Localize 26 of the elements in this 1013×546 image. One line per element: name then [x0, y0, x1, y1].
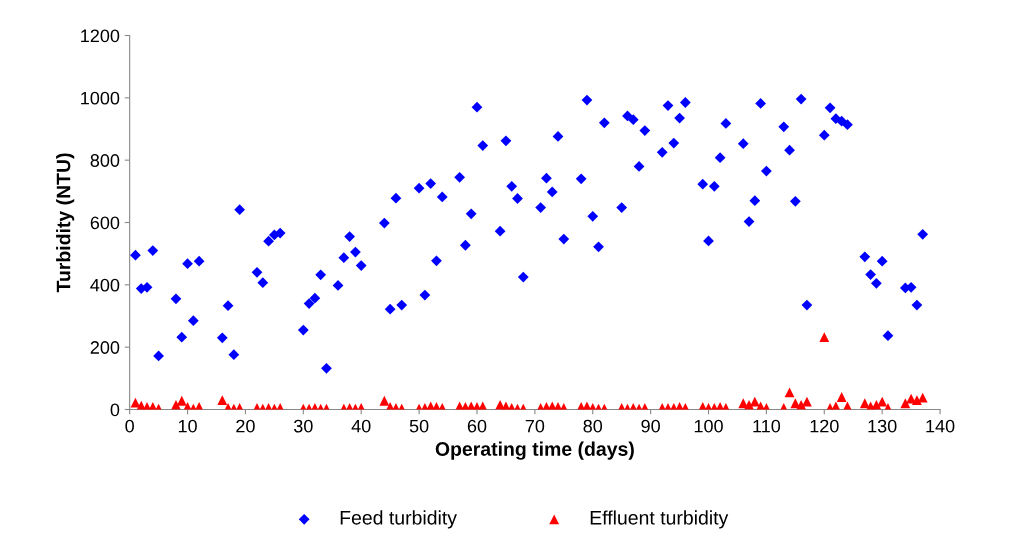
- x-tick-label: 100: [694, 419, 723, 433]
- y-tick-label: 200: [90, 341, 120, 354]
- x-tick-label: 40: [351, 419, 371, 433]
- x-tick-label: 110: [753, 419, 781, 433]
- x-tick-label: 30: [293, 419, 313, 433]
- x-tick-label: 20: [236, 419, 255, 433]
- y-tick-label: 600: [90, 216, 120, 230]
- x-tick-label: 80: [583, 419, 603, 433]
- x-tick-label: 120: [810, 419, 839, 433]
- y-axis-title: Turbidity (NTU): [56, 153, 75, 293]
- y-tick-label: 1200: [81, 29, 120, 43]
- x-tick-label: 10: [178, 419, 197, 433]
- x-tick-label: 50: [409, 419, 429, 433]
- legend-label: Feed turbidity: [340, 510, 457, 529]
- x-tick-label: 130: [868, 419, 897, 433]
- y-tick-label: 400: [90, 278, 120, 292]
- y-tick-label: 800: [90, 154, 120, 167]
- x-tick-label: 0: [125, 419, 134, 433]
- x-tick-label: 70: [525, 419, 545, 433]
- x-tick-label: 60: [467, 419, 487, 433]
- legend-label: Effluent turbidity: [590, 510, 729, 529]
- x-axis-title: Operating time (days): [435, 441, 634, 460]
- x-tick-label: 90: [641, 419, 660, 433]
- y-tick-label: 1000: [81, 91, 120, 105]
- y-tick-label: 0: [110, 403, 120, 417]
- x-tick-label: 140: [926, 419, 955, 433]
